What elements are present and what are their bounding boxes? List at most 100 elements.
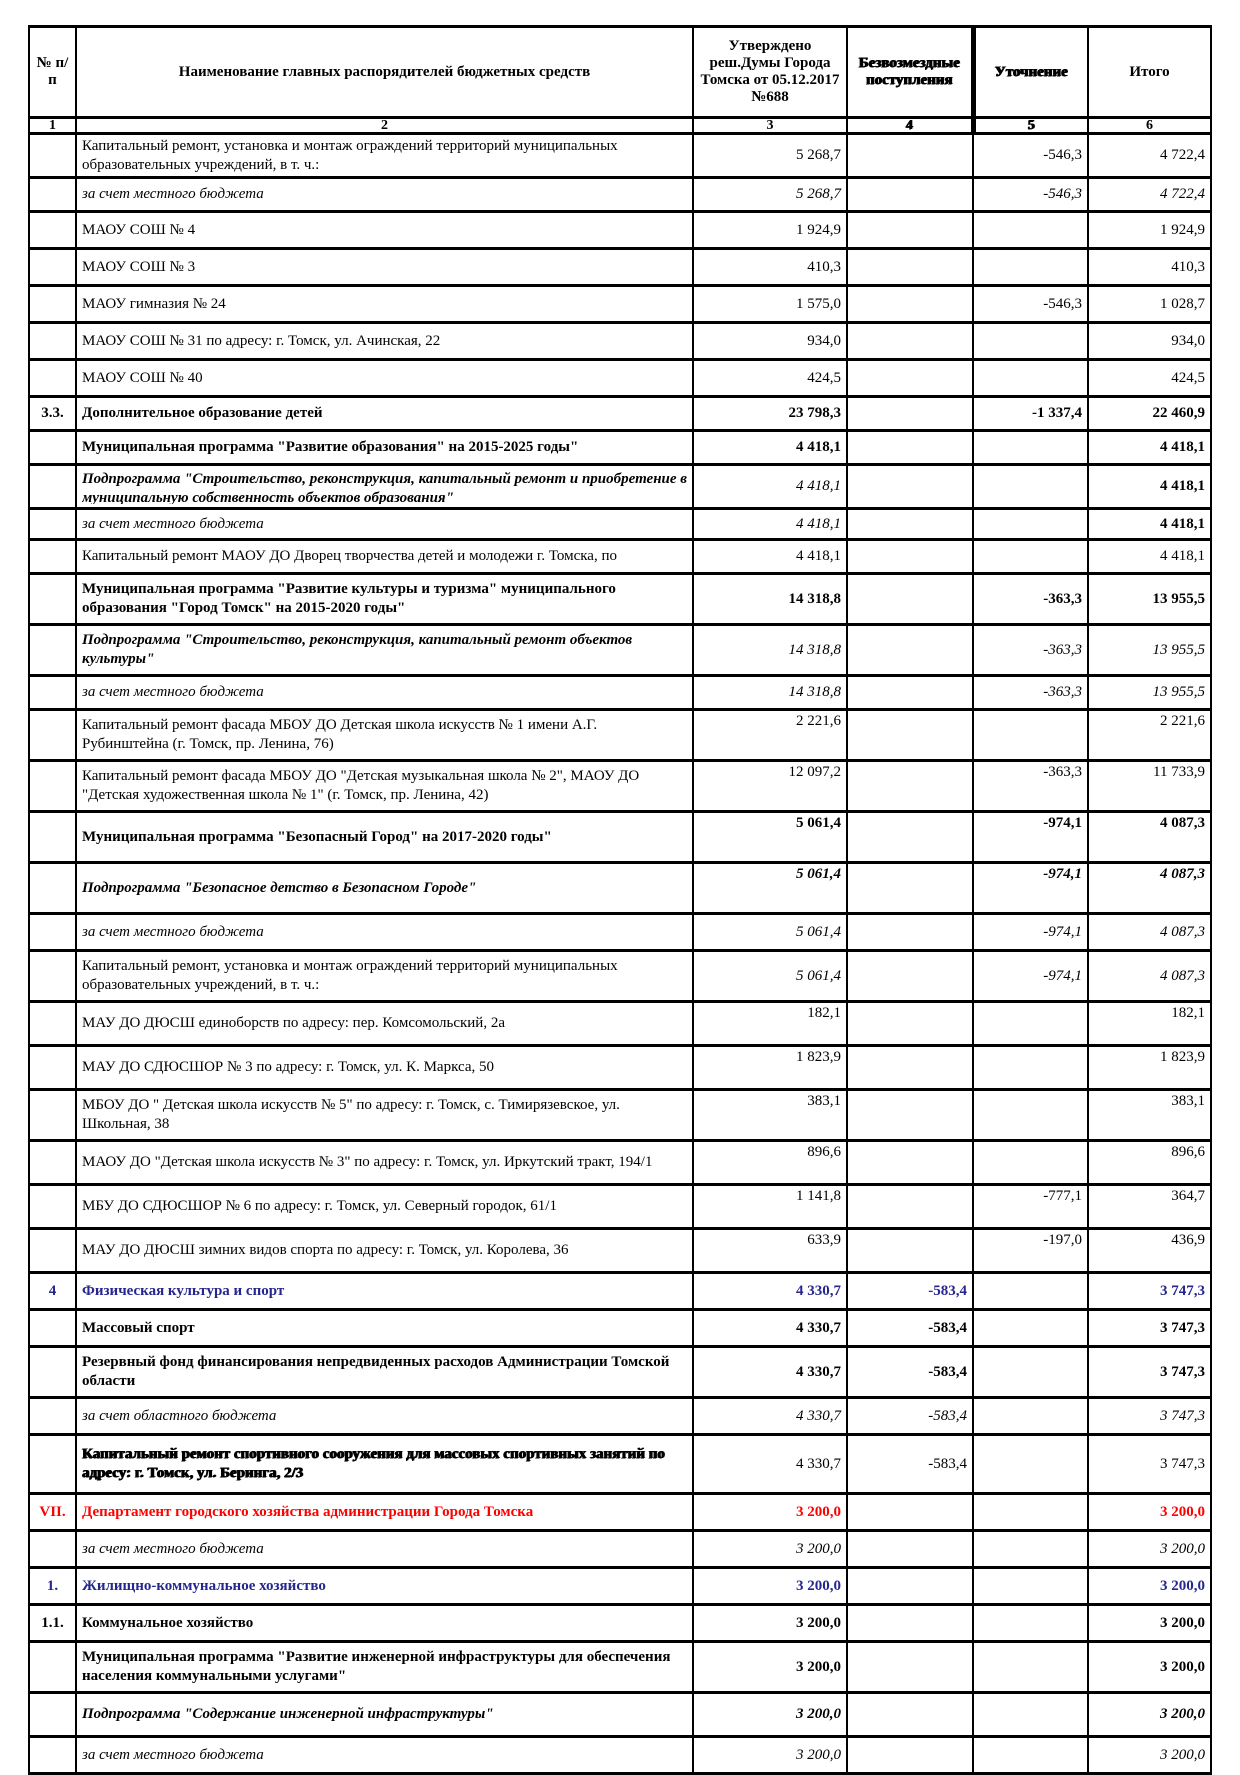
row-label: Коммунальное хозяйство [82,1614,254,1631]
column-number: 5 [972,116,1089,135]
name-cell: Муниципальная программа "Развитие образо… [75,429,694,466]
row-number-cell [28,247,77,287]
name-cell: за счет местного бюджета [75,1529,694,1569]
row-label: МАУ ДО СДЮСШОР № 3 по адресу: г. Томск, … [82,1059,494,1075]
gratuitous-cell [846,1139,974,1186]
name-cell: МАОУ СОШ № 40 [75,358,694,398]
name-cell: МАОУ гимназия № 24 [75,284,694,324]
total-cell: 4 418,1 [1087,463,1212,510]
adjustment-cell [972,1735,1089,1775]
adjustment-cell: -777,1 [972,1183,1089,1230]
row-number-cell [28,759,77,813]
table-row: Капитальный ремонт, установка и монтаж о… [28,949,1212,1003]
total-cell: 4 087,3 [1087,949,1212,1003]
total-cell: 4 087,3 [1087,912,1212,952]
row-number-cell [28,321,77,361]
approved-cell: 14 318,8 [692,674,848,711]
name-cell: Капитальный ремонт МАОУ ДО Дворец творче… [75,538,694,575]
total-cell: 4 418,1 [1087,507,1212,541]
row-number-cell [28,1640,77,1694]
table-row: МАОУ СОШ № 3 410,3 410,3 [28,247,1212,287]
row-label: Капитальный ремонт фасада МБОУ ДО "Детск… [82,768,640,803]
total-cell: 1 924,9 [1087,210,1212,250]
adjustment-cell: -974,1 [972,861,1089,915]
total-cell: 22 460,9 [1087,395,1212,432]
adjustment-cell: -546,3 [972,176,1089,213]
name-cell: Муниципальная программа "Развитие культу… [75,572,694,626]
col-header-num: № п/п [28,25,77,119]
adjustment-cell: -974,1 [972,810,1089,864]
table-row: 1.1. Коммунальное хозяйство 3 200,0 3 200,0 [28,1603,1212,1643]
total-cell: 1 028,7 [1087,284,1212,324]
table-row: Капитальный ремонт фасада МБОУ ДО Детска… [28,708,1212,762]
gratuitous-cell [846,1603,974,1643]
approved-cell: 5 061,4 [692,912,848,952]
adjustment-cell: -974,1 [972,912,1089,952]
row-label: Муниципальная программа "Безопасный Горо… [82,828,552,845]
table-body: Капитальный ремонт, установка и монтаж о… [28,132,1212,1775]
approved-cell: 3 200,0 [692,1603,848,1643]
gratuitous-cell [846,759,974,813]
approved-cell: 934,0 [692,321,848,361]
row-number-cell [28,810,77,864]
adjustment-cell [972,247,1089,287]
adjustment-cell: -1 337,4 [972,395,1089,432]
adjustment-cell [972,1691,1089,1738]
name-cell: МАОУ ДО "Детская школа искусств № 3" по … [75,1139,694,1186]
row-number-cell [28,429,77,466]
gratuitous-cell [846,861,974,915]
row-number-cell [28,1000,77,1047]
table-row: 1. Жилищно-коммунальное хозяйство 3 200,0 3… [28,1566,1212,1606]
table-row: Подпрограмма "Содержание инженерной инфр… [28,1691,1212,1738]
gratuitous-cell [846,1000,974,1047]
adjustment-cell [972,1492,1089,1532]
row-number-cell [28,1044,77,1091]
table-row: Капитальный ремонт МАОУ ДО Дворец творче… [28,538,1212,575]
table-row: 4 Физическая культура и спорт 4 330,7 -583,… [28,1271,1212,1311]
approved-cell: 896,6 [692,1139,848,1186]
gratuitous-cell [846,463,974,510]
name-cell: Муниципальная программа "Развитие инжене… [75,1640,694,1694]
total-cell: 182,1 [1087,1000,1212,1047]
gratuitous-cell: -583,4 [846,1396,974,1436]
name-cell: МАУ ДО ДЮСШ единоборств по адресу: пер. … [75,1000,694,1047]
name-cell: МБУ ДО СДЮСШОР № 6 по адресу: г. Томск, … [75,1183,694,1230]
column-number: 4 [846,116,976,135]
name-cell: за счет местного бюджета [75,912,694,952]
approved-cell: 4 418,1 [692,507,848,541]
adjustment-cell: -363,3 [972,674,1089,711]
row-label: за счет местного бюджета [82,186,264,202]
table-row: МАОУ гимназия № 24 1 575,0 -546,3 1 028,7 [28,284,1212,324]
total-cell: 3 200,0 [1087,1603,1212,1643]
adjustment-cell: -363,3 [972,572,1089,626]
total-cell: 11 733,9 [1087,759,1212,813]
table-row: МАУ ДО СДЮСШОР № 3 по адресу: г. Томск, … [28,1044,1212,1091]
row-number-cell [28,210,77,250]
gratuitous-cell [846,949,974,1003]
gratuitous-cell [846,210,974,250]
approved-cell: 4 330,7 [692,1308,848,1348]
name-cell: Подпрограмма "Безопасное детство в Безоп… [75,861,694,915]
row-label: Жилищно-коммунальное хозяйство [82,1577,326,1594]
adjustment-cell [972,708,1089,762]
name-cell: Физическая культура и спорт [75,1271,694,1311]
row-label: МАОУ СОШ № 40 [82,369,203,386]
gratuitous-cell [846,1183,974,1230]
approved-cell: 14 318,8 [692,623,848,677]
row-number-cell [28,1088,77,1142]
approved-cell: 5 061,4 [692,810,848,864]
row-label: за счет местного бюджета [82,1540,264,1557]
column-number: 3 [692,116,848,135]
row-label: МАУ ДО ДЮСШ зимних видов спорта по адрес… [82,1242,569,1258]
table-row: МАУ ДО ДЮСШ зимних видов спорта по адрес… [28,1227,1212,1274]
row-number-cell [28,1691,77,1738]
table-row: МАОУ СОШ № 40 424,5 424,5 [28,358,1212,398]
row-label: МАУ ДО ДЮСШ единоборств по адресу: пер. … [82,1015,505,1031]
row-number-cell: 1.1. [28,1603,77,1643]
adjustment-cell [972,1044,1089,1091]
approved-cell: 1 924,9 [692,210,848,250]
adjustment-cell: -197,0 [972,1227,1089,1274]
table-row: за счет областного бюджета 4 330,7 -583,4 3… [28,1396,1212,1436]
total-cell: 3 200,0 [1087,1735,1212,1775]
